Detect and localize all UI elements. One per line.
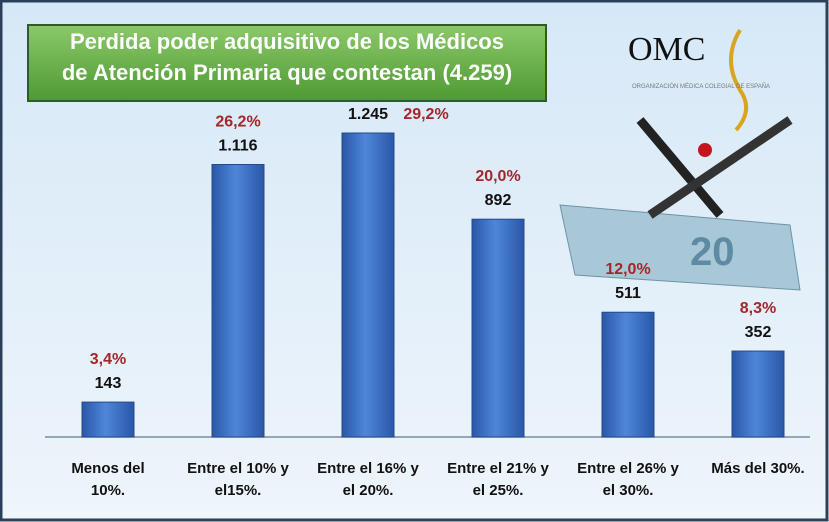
- bar: [81, 401, 135, 438]
- percentage-label: 20,0%: [475, 168, 520, 185]
- value-label: 1.245: [348, 106, 388, 123]
- x-tick-label: Más del 30%.: [711, 460, 805, 477]
- illustration: 20: [559, 116, 801, 291]
- bar: [471, 218, 525, 438]
- logo-text: OMC: [628, 31, 705, 68]
- percentage-label: 3,4%: [90, 351, 126, 368]
- x-tick-label: Entre el 10% y el15%.: [187, 460, 289, 499]
- percentage-label: 26,2%: [215, 113, 260, 130]
- x-tick-label: Entre el 26% y el 30%.: [577, 460, 679, 499]
- bar: [601, 311, 655, 438]
- bar: [341, 132, 395, 438]
- value-label: 143: [95, 375, 122, 392]
- value-label: 892: [485, 192, 512, 209]
- svg-text:20: 20: [690, 230, 735, 274]
- value-label: 1.116: [218, 137, 257, 154]
- value-label: 352: [745, 324, 772, 341]
- percentage-label: 29,2%: [403, 106, 448, 123]
- x-tick-label: Menos del 10%.: [71, 460, 145, 499]
- logo-icon: [729, 28, 748, 132]
- percentage-label: 8,3%: [740, 300, 776, 317]
- value-label: 511: [615, 285, 641, 302]
- title-box: [27, 24, 547, 102]
- chart-title: de Atención Primaria que contestan (4.25…: [62, 60, 512, 85]
- bar: [731, 350, 785, 438]
- percentage-label: 12,0%: [605, 261, 650, 278]
- bar: [211, 163, 265, 438]
- x-tick-label: Entre el 16% y el 20%.: [317, 460, 419, 499]
- x-tick-label: Entre el 21% y el 25%.: [447, 460, 549, 499]
- logo-subtitle: ORGANIZACIÓN MÉDICA COLEGIAL DE ESPAÑA: [632, 83, 770, 90]
- chart-title: Perdida poder adquisitivo de los Médicos: [70, 29, 504, 54]
